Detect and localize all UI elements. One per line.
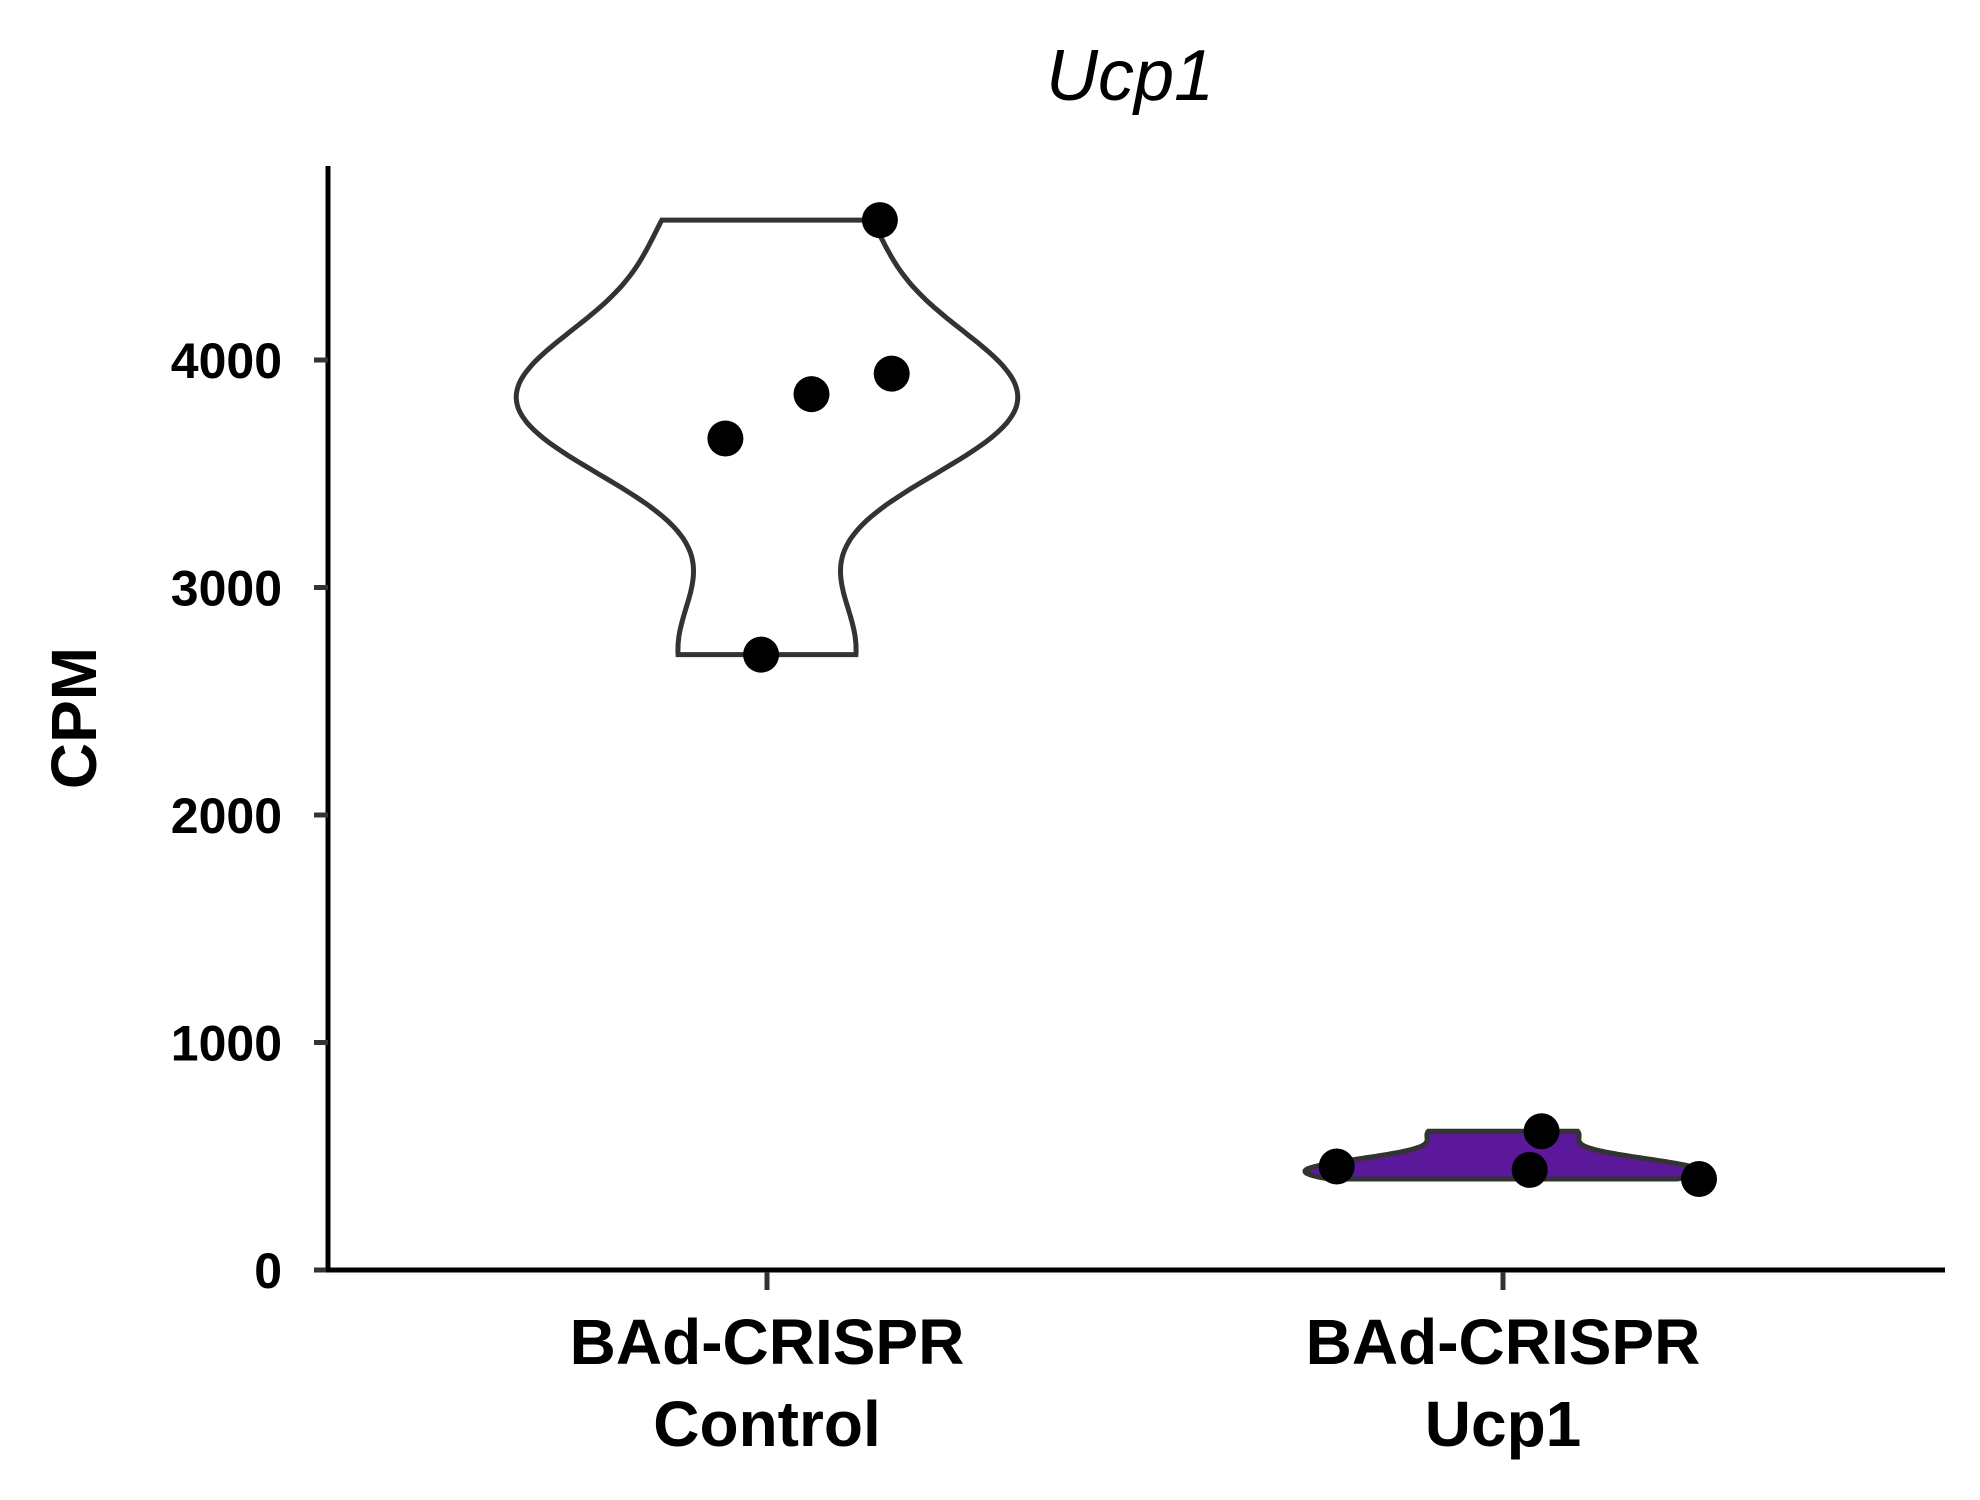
x-axis: BAd-CRISPR Control BAd-CRISPR Ucp1 bbox=[326, 1267, 1945, 1460]
x-tick-label: Ucp1 bbox=[1425, 1388, 1582, 1460]
y-tick-label: 1000 bbox=[171, 1016, 282, 1072]
x-tick-label: BAd-CRISPR bbox=[570, 1306, 965, 1378]
y-tick-label: 0 bbox=[254, 1243, 282, 1299]
data-point bbox=[1523, 1113, 1560, 1150]
data-points bbox=[707, 202, 1717, 1197]
y-tick-label: 3000 bbox=[171, 561, 282, 617]
data-point bbox=[861, 202, 898, 239]
data-point bbox=[793, 376, 830, 413]
y-tick-label: 4000 bbox=[171, 333, 282, 389]
data-point bbox=[1318, 1148, 1355, 1185]
violin-shape bbox=[1302, 1128, 1704, 1182]
data-point bbox=[707, 420, 744, 457]
y-axis-title: CPM bbox=[38, 647, 110, 789]
data-point bbox=[873, 355, 910, 392]
y-axis: 0 1000 2000 3000 4000 bbox=[171, 166, 331, 1299]
y-tick-label: 2000 bbox=[171, 788, 282, 844]
violins bbox=[513, 217, 1704, 1182]
violin-shape bbox=[513, 217, 1021, 658]
x-tick-label: BAd-CRISPR bbox=[1306, 1306, 1701, 1378]
data-point bbox=[1511, 1151, 1548, 1188]
chart-title: Ucp1 bbox=[1046, 36, 1214, 116]
data-point bbox=[743, 636, 780, 673]
x-tick-label: Control bbox=[653, 1388, 881, 1460]
data-point bbox=[1681, 1161, 1717, 1197]
